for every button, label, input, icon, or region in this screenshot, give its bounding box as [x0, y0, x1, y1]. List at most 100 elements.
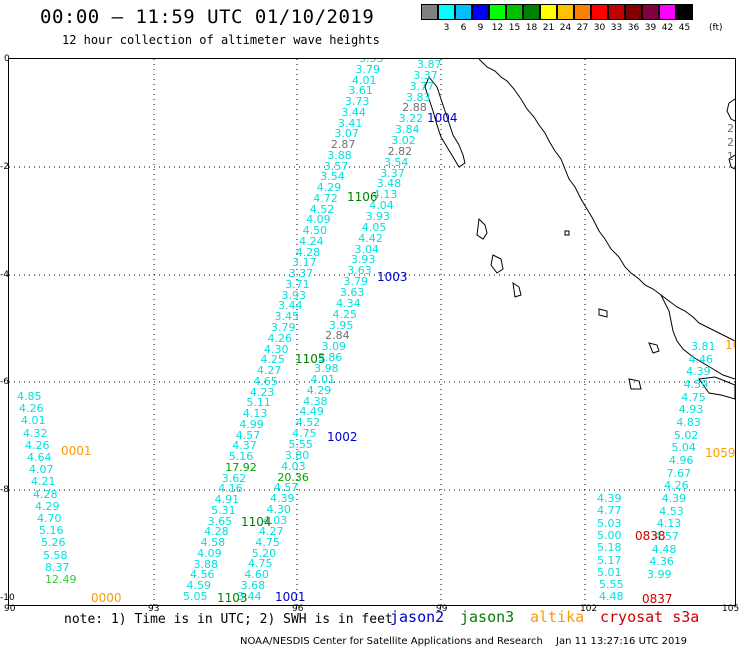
coastline	[424, 76, 466, 168]
chart-subtitle: 12 hour collection of altimeter wave hei…	[62, 33, 380, 47]
pass-id-label: 1001	[275, 590, 306, 604]
wave-height-value: 4.52	[295, 416, 321, 430]
wave-height-value: 3.81	[691, 340, 716, 353]
wave-height-value: 5.58	[43, 548, 68, 562]
wave-height-value: 5.04	[671, 441, 696, 455]
wave-height-value: 4.42	[358, 231, 383, 245]
scale-label: 45	[678, 23, 691, 33]
wave-height-value: 3.68	[240, 579, 266, 593]
pass-id-label: 0001	[61, 444, 92, 458]
wave-height-value: 4.25	[260, 353, 285, 367]
wave-height-value: 5.55	[599, 578, 624, 592]
wave-height-value: 3.44	[341, 105, 366, 119]
wave-height-value: 3.84	[394, 123, 420, 137]
scale-label: 33	[610, 23, 623, 33]
scale-label: 21	[542, 23, 555, 33]
wave-height-value: 4.58	[200, 536, 226, 550]
wave-height-value: 4.50	[302, 224, 328, 238]
wave-height-value: 3.95	[328, 318, 354, 332]
pass-id-label: 1004	[427, 111, 458, 125]
wave-height-value: 3.57	[323, 159, 349, 173]
wave-height-value: 2.	[727, 136, 735, 149]
wave-height-value: 4.36	[649, 555, 674, 569]
wave-height-value: 4.75	[681, 390, 706, 404]
wave-height-value: 3.54	[320, 170, 345, 184]
wave-height-value: 4.27	[259, 524, 284, 538]
pass-id-label: 1003	[377, 270, 408, 284]
lon-tick-label: 99	[436, 604, 448, 614]
wave-height-value: 3.88	[327, 148, 352, 162]
wave-height-value: 3.98	[314, 362, 339, 375]
wave-height-value: 3.45	[274, 310, 300, 324]
scale-label: 9	[477, 23, 484, 33]
wave-height-value: 4.59	[186, 579, 212, 593]
wave-height-value: 3.02	[391, 134, 416, 147]
wave-height-value: 4.29	[306, 383, 332, 397]
wave-height-value: 4.48	[651, 542, 677, 556]
wave-height-value: 3.77	[409, 79, 435, 93]
wave-height-value: 3.63	[347, 264, 372, 278]
wave-height-value: 4.85	[17, 390, 42, 403]
wave-height-value: 5.02	[673, 428, 699, 442]
wave-height-value: 3.44	[278, 299, 303, 313]
wave-height-value: 4.09	[306, 213, 331, 227]
lon-tick-label: 105	[722, 604, 740, 614]
scale-label: 30	[593, 23, 606, 33]
wave-height-value: 2.	[727, 122, 735, 135]
wave-height-value: 4.34	[336, 296, 361, 310]
pass-id-label: 0838	[635, 529, 666, 543]
scale-label: 24	[559, 23, 572, 33]
scale-label: 42	[661, 23, 674, 33]
wave-height-value: 4.59	[683, 378, 709, 391]
wave-height-value: 4.75	[248, 557, 273, 571]
wave-height-value: 3.54	[383, 155, 409, 169]
wave-height-value: 17.92	[225, 460, 257, 474]
scale-label: 15	[508, 23, 521, 33]
wave-height-value: 3.79	[271, 321, 296, 334]
wave-height-value: 5.26	[41, 536, 66, 550]
wave-height-value: 4.70	[37, 512, 62, 525]
wave-height-value: 4.13	[656, 517, 682, 531]
wave-height-value: 4.93	[678, 403, 704, 417]
scale-label: 39	[644, 23, 657, 33]
wave-height-value: 3.17	[292, 256, 317, 270]
wave-height-value: 4.49	[299, 405, 324, 419]
wave-height-value: 3.83	[405, 90, 431, 104]
scale-swatch	[421, 4, 438, 20]
wave-height-value: 4.01	[351, 73, 377, 87]
wave-height-value: 4.25	[332, 307, 358, 321]
wave-height-value: 2.84	[325, 329, 350, 343]
scale-swatch	[455, 4, 472, 20]
lon-tick-label: 90	[4, 604, 16, 614]
lat-tick-label: 0	[4, 54, 10, 64]
pass-id-label: 1002	[327, 430, 358, 444]
wave-height-value: 5.01	[597, 565, 622, 579]
pass-id-label: 0837	[642, 592, 673, 606]
scale-swatch	[523, 4, 540, 20]
wave-height-value: 4.07	[29, 463, 54, 477]
wave-height-value: 4.99	[239, 417, 264, 431]
legend-jason3: jason3	[460, 608, 515, 626]
wave-height-value: 3.48	[376, 177, 402, 191]
wave-height-value: 4.29	[316, 181, 342, 195]
wave-height-value: 5.05	[183, 590, 208, 603]
wave-height-value: 5.55	[288, 438, 313, 451]
coastline	[698, 376, 735, 400]
wave-height-value: 4.04	[369, 199, 394, 213]
pass-id-label: 1106	[347, 190, 378, 204]
wave-height-value: 4.39	[270, 492, 295, 506]
lat-tick-label: -2	[0, 162, 9, 172]
wave-height-value: 5.00	[597, 528, 622, 542]
wave-height-value: 4.03	[262, 514, 288, 527]
wave-height-value: 4.60	[244, 568, 269, 582]
wave-height-value: 4.28	[33, 487, 58, 501]
coastline	[598, 308, 608, 318]
wave-height-value: 4.48	[599, 590, 624, 604]
wave-height-value: 5.18	[597, 541, 622, 555]
wave-height-value: 3.61	[348, 84, 373, 98]
footer-note: note: 1) Time is in UTC; 2) SWH is in fe…	[64, 612, 393, 627]
wave-height-value: 4.72	[313, 191, 338, 205]
coastline	[564, 230, 570, 236]
wave-height-value: 4.28	[295, 245, 321, 259]
wave-height-value: 3.99	[647, 568, 672, 581]
